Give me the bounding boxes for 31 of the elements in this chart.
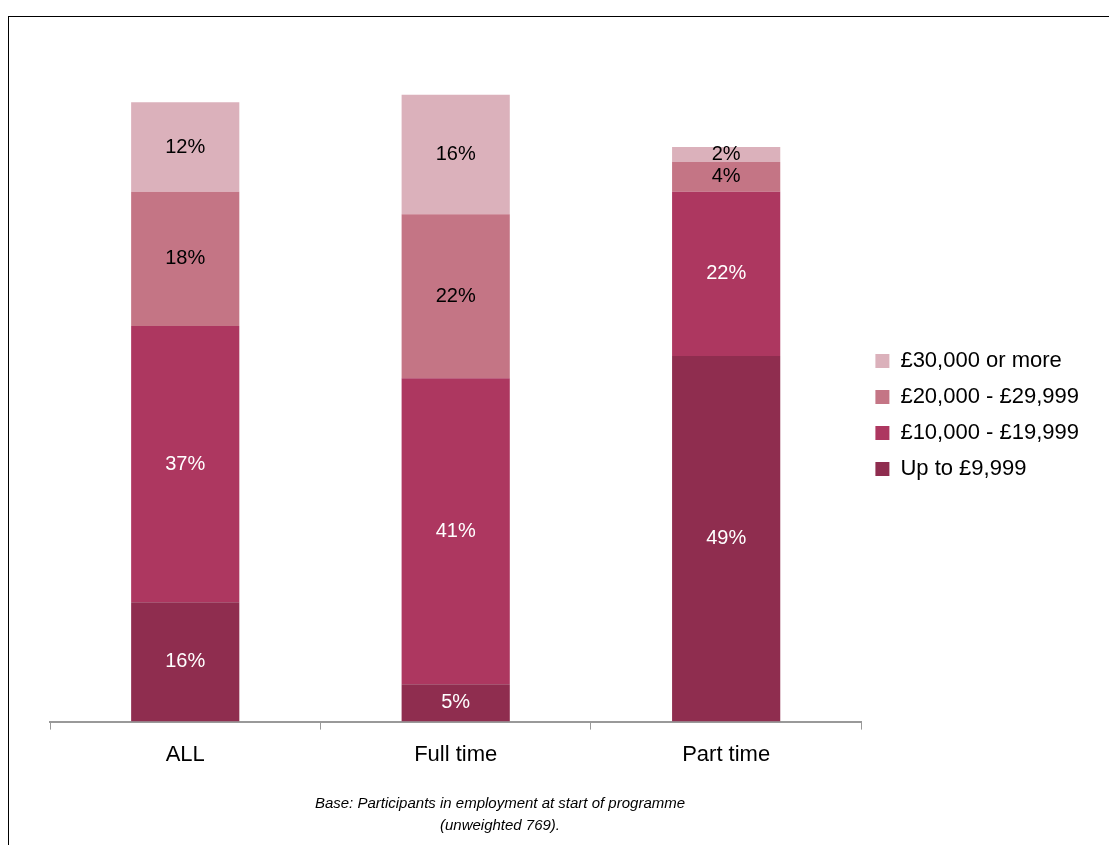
legend-label: £30,000 or more (900, 347, 1062, 373)
data-label: 22% (435, 283, 476, 306)
legend-label: £10,000 - £19,999 (900, 419, 1080, 445)
data-label: 22% (706, 261, 747, 284)
bar (131, 191, 240, 327)
bar (401, 214, 510, 379)
bar (672, 161, 781, 192)
bar (131, 602, 240, 722)
bar (401, 684, 510, 722)
text: Base: Participants in employment at start of programme (unweighted 769). (313, 793, 687, 835)
x-tick-label: ALL (165, 740, 205, 766)
bar (672, 355, 781, 722)
bar (672, 191, 781, 356)
legend-label: Up to £9,999 (900, 455, 1027, 481)
data-label: 37% (165, 451, 206, 474)
x-tick-label: Full time (414, 740, 498, 766)
legend-label: £20,000 - £29,999 (900, 383, 1080, 409)
data-label: 12% (165, 134, 206, 157)
data-label: 16% (435, 141, 476, 164)
data-label: 4% (711, 164, 741, 187)
data-label: 49% (706, 526, 747, 549)
data-label: 18% (165, 246, 206, 269)
data-label: 16% (165, 649, 206, 672)
bar (131, 326, 240, 603)
data-label: 2% (711, 141, 741, 164)
data-label: 5% (441, 690, 471, 713)
data-label: 41% (435, 518, 476, 541)
x-tick-label: Part time (682, 740, 771, 766)
bar (401, 378, 510, 685)
bar (131, 102, 240, 192)
bar (401, 94, 510, 215)
